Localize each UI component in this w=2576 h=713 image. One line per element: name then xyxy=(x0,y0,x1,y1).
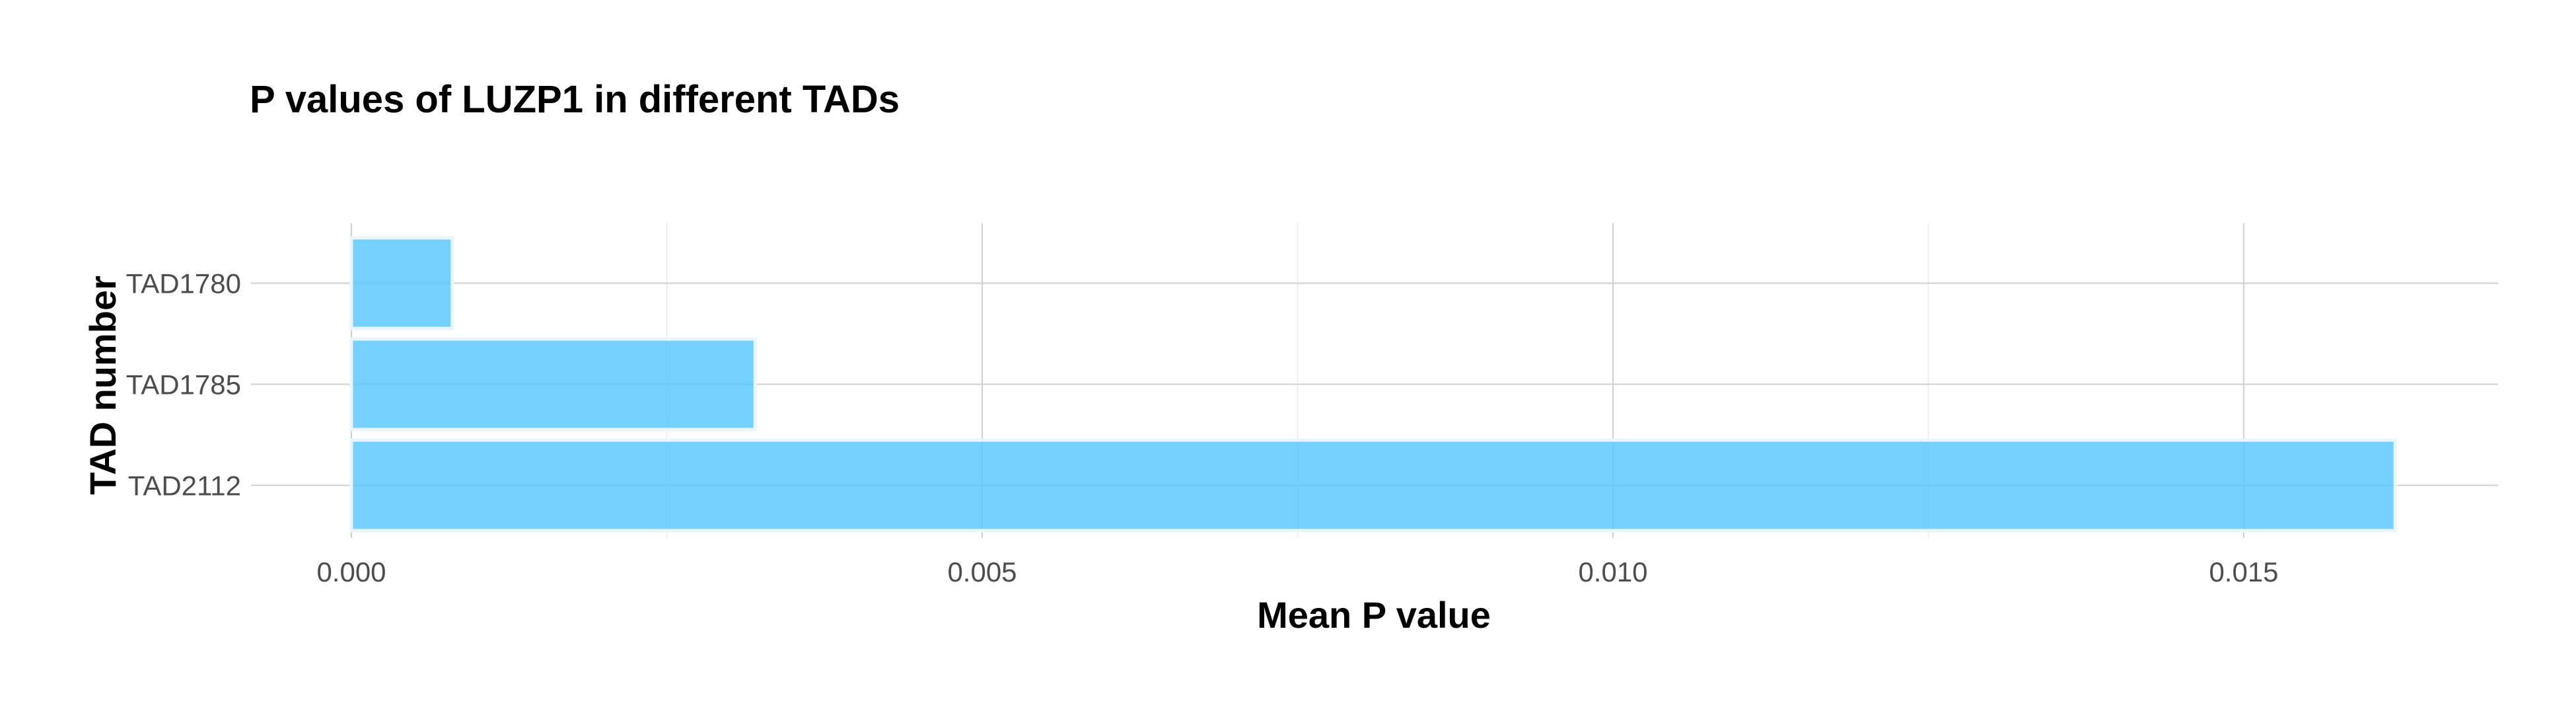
bars-group xyxy=(349,236,2397,533)
x-tick-label: 0.005 xyxy=(947,556,1017,587)
x-tick-label: 0.015 xyxy=(2209,556,2278,587)
y-axis-ticks: TAD1780 TAD1785 TAD2112 xyxy=(126,268,241,502)
y-tick-label: TAD2112 xyxy=(128,470,241,502)
bar-tad1780 xyxy=(349,236,454,330)
y-tick-label: TAD1785 xyxy=(126,369,241,400)
x-axis-ticks: 0.000 0.005 0.010 0.015 xyxy=(316,556,2278,587)
y-tick-label: TAD1780 xyxy=(126,268,241,299)
y-axis-title: TAD number xyxy=(82,276,124,495)
bar-tad1785 xyxy=(349,337,757,432)
x-tick-label: 0.000 xyxy=(316,556,386,587)
x-tick-label: 0.010 xyxy=(1578,556,1647,587)
chart-title: P values of LUZP1 in different TADs xyxy=(250,78,900,121)
bar-tad2112 xyxy=(349,438,2397,533)
x-axis-title: Mean P value xyxy=(1257,594,1491,636)
